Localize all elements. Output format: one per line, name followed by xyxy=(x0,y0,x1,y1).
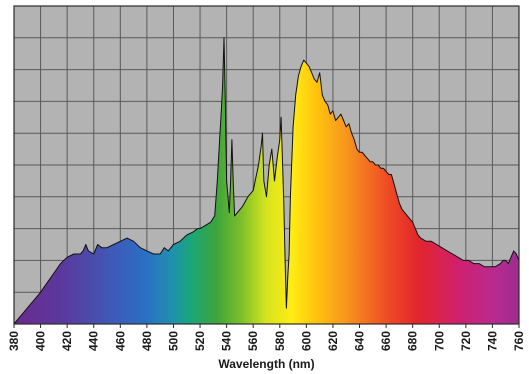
x-tick-label: 740 xyxy=(485,331,499,351)
x-tick-label: 400 xyxy=(34,331,48,351)
x-tick-label: 560 xyxy=(246,331,260,351)
x-tick-label: 440 xyxy=(87,331,101,351)
x-tick-label: 720 xyxy=(459,331,473,351)
x-tick-label: 520 xyxy=(193,331,207,351)
x-tick-label: 480 xyxy=(140,331,154,351)
x-tick-label: 680 xyxy=(406,331,420,351)
spectrum-fill xyxy=(14,37,519,325)
plot-frame xyxy=(13,5,520,325)
x-tick-label: 620 xyxy=(326,331,340,351)
x-axis-title: Wavelength (nm) xyxy=(218,357,314,371)
x-tick-label: 540 xyxy=(220,331,234,351)
x-tick-label: 660 xyxy=(379,331,393,351)
x-tick-label: 640 xyxy=(353,331,367,351)
x-tick-label: 600 xyxy=(299,331,313,351)
x-tick-label: 500 xyxy=(166,331,180,351)
x-tick-label: 380 xyxy=(7,331,21,351)
spectrum-outline xyxy=(13,37,520,325)
x-tick-label: 420 xyxy=(60,331,74,351)
spectrum-area xyxy=(13,37,520,325)
x-tick-label: 700 xyxy=(432,331,446,351)
x-ticks: 380 400 420 440 460 480 500 520 540 560 580 600 620 6… xyxy=(7,324,526,351)
x-tick-label: 760 xyxy=(512,331,526,351)
x-tick-label: 460 xyxy=(113,331,127,351)
x-tick-label: 580 xyxy=(273,331,287,351)
plot-border xyxy=(13,5,520,325)
